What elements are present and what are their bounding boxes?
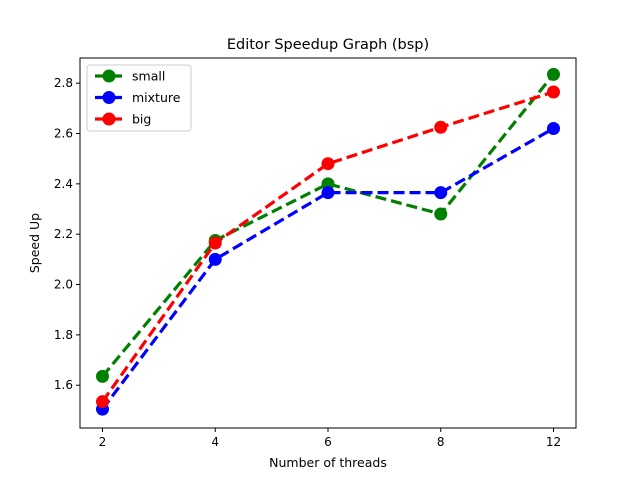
series-line-small — [101, 73, 555, 378]
y-tick-label-2.0: 2.0 — [54, 278, 73, 292]
data-point-small-2 — [96, 369, 109, 383]
x-tick-label-12: 12 — [546, 435, 561, 449]
legend-label-mixture: mixture — [132, 90, 181, 105]
y-tick-label-1.6: 1.6 — [54, 378, 73, 392]
legend-marker-mixture — [102, 91, 116, 104]
data-point-mixture-8 — [434, 186, 448, 200]
legend-marker-small — [102, 69, 116, 83]
series-line-big — [101, 90, 554, 403]
y-tick-label-2.4: 2.4 — [54, 177, 73, 191]
legend-label-big: big — [132, 112, 151, 127]
x-tick-label-8: 8 — [437, 435, 445, 449]
data-point-big-6 — [321, 157, 335, 171]
data-point-mixture-4 — [208, 252, 222, 266]
plot-area: 2 4 6 8 12 1.6 1.8 2.0 2.2 2.4 2.6 2.8 — [54, 67, 561, 449]
y-tick-label-2.2: 2.2 — [54, 227, 73, 241]
x-tick-label-4: 4 — [211, 435, 219, 449]
data-point-small-12 — [547, 67, 560, 81]
plot-frame — [79, 57, 577, 429]
x-tick-label-6: 6 — [324, 435, 332, 449]
data-point-big-8 — [434, 120, 448, 134]
legend: small mixture big — [86, 64, 192, 132]
legend-marker-big — [102, 112, 116, 126]
legend-label-small: small — [132, 69, 165, 84]
x-tick-label-2: 2 — [99, 435, 107, 449]
y-tick-label-2.6: 2.6 — [54, 127, 73, 141]
y-tick-label-2.8: 2.8 — [54, 76, 73, 90]
y-axis-label: Speed Up — [27, 213, 42, 273]
x-axis-label: Number of threads — [269, 455, 387, 470]
data-point-small-8 — [434, 207, 448, 221]
data-point-mixture-6 — [321, 186, 335, 200]
data-point-big-4 — [208, 236, 222, 250]
series-line-mixture — [101, 127, 555, 411]
y-tick-label-1.8: 1.8 — [54, 328, 73, 342]
data-point-big-12 — [547, 85, 560, 99]
data-point-mixture-12 — [547, 121, 560, 135]
data-point-big-2 — [96, 395, 109, 409]
chart-title: Editor Speedup Graph (bsp) — [227, 37, 429, 53]
